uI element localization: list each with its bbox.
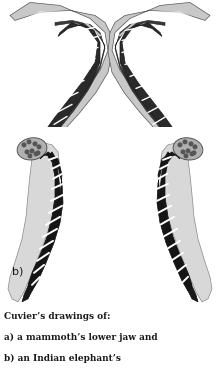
- Circle shape: [185, 148, 191, 153]
- Polygon shape: [120, 23, 178, 149]
- Circle shape: [22, 142, 26, 147]
- Polygon shape: [160, 142, 212, 302]
- Circle shape: [28, 153, 33, 158]
- Circle shape: [183, 153, 189, 158]
- Circle shape: [24, 149, 29, 154]
- Polygon shape: [108, 2, 210, 172]
- Polygon shape: [105, 163, 116, 177]
- Ellipse shape: [173, 138, 203, 160]
- Circle shape: [189, 151, 194, 156]
- Circle shape: [178, 142, 183, 147]
- Polygon shape: [10, 2, 112, 172]
- Text: a): a): [12, 140, 23, 151]
- Polygon shape: [0, 127, 220, 307]
- Polygon shape: [160, 152, 198, 302]
- Polygon shape: [38, 21, 105, 163]
- Circle shape: [29, 148, 35, 153]
- Circle shape: [26, 139, 31, 144]
- Text: b): b): [12, 267, 23, 277]
- Polygon shape: [22, 152, 60, 302]
- Text: Cuvier’s drawings of:: Cuvier’s drawings of:: [4, 312, 110, 321]
- Circle shape: [35, 151, 40, 155]
- Circle shape: [183, 139, 187, 144]
- Polygon shape: [115, 21, 182, 163]
- Circle shape: [33, 141, 37, 146]
- Polygon shape: [157, 152, 192, 291]
- Circle shape: [33, 151, 38, 156]
- Text: b) an Indian elephant’s: b) an Indian elephant’s: [4, 354, 121, 363]
- Circle shape: [192, 144, 198, 149]
- Polygon shape: [42, 23, 100, 149]
- Ellipse shape: [17, 138, 47, 160]
- Polygon shape: [28, 152, 63, 291]
- Polygon shape: [0, 0, 220, 180]
- Circle shape: [191, 151, 196, 155]
- Circle shape: [37, 144, 42, 149]
- Circle shape: [180, 149, 185, 154]
- Circle shape: [189, 141, 194, 146]
- Polygon shape: [8, 142, 60, 302]
- Text: a) a mammoth’s lower jaw and: a) a mammoth’s lower jaw and: [4, 333, 158, 342]
